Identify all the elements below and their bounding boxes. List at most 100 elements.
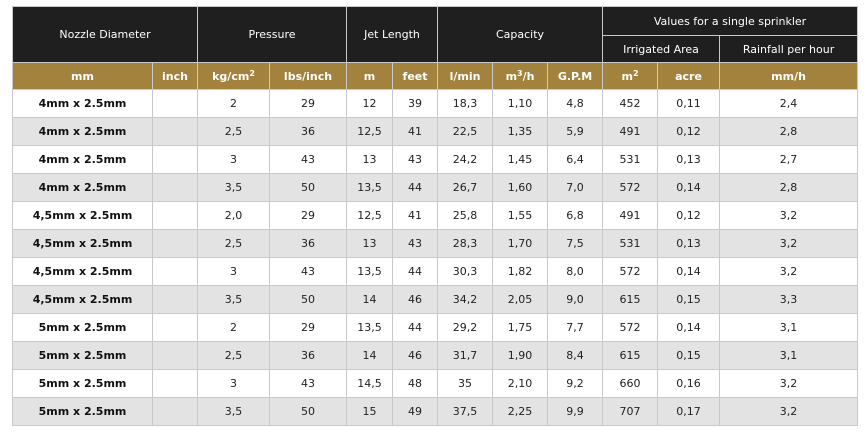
- jet-feet-cell: 39: [392, 89, 439, 118]
- rainfall-cell: 2,8: [719, 173, 859, 202]
- header-row-sub: Irrigated Area Rainfall per hour: [13, 35, 859, 63]
- capacity-m3h-cell: 1,45: [492, 145, 549, 174]
- unit-feet: feet: [392, 62, 439, 90]
- jet-m-cell: 13,5: [346, 313, 394, 342]
- capacity-m3h-cell: 1,82: [492, 257, 549, 286]
- unit-kg-base: kg/cm: [212, 69, 250, 83]
- capacity-lmin-cell: 35: [437, 369, 494, 398]
- rainfall-cell: 2,8: [719, 117, 859, 146]
- unit-mm-h: mm/h: [719, 62, 859, 90]
- area-m2-cell: 531: [602, 229, 659, 258]
- inch-cell: [152, 369, 198, 398]
- pressure-lbs-cell: 43: [268, 145, 348, 174]
- pressure-kg-cell: 3,5: [197, 173, 270, 202]
- capacity-lmin-cell: 34,2: [437, 285, 494, 314]
- capacity-lmin-cell: 24,2: [437, 145, 494, 174]
- area-m2-cell: 615: [602, 285, 659, 314]
- inch-cell: [152, 145, 198, 174]
- capacity-m3h-cell: 1,60: [492, 173, 549, 202]
- rainfall-cell: 3,2: [719, 397, 859, 426]
- pressure-lbs-cell: 29: [268, 201, 348, 230]
- capacity-gpm-cell: 8,4: [547, 341, 604, 370]
- jet-m-cell: 15: [346, 397, 394, 426]
- capacity-lmin-cell: 31,7: [437, 341, 494, 370]
- pressure-lbs-cell: 36: [268, 117, 348, 146]
- pressure-kg-cell: 2,0: [197, 201, 270, 230]
- header-row-top: Nozzle Diameter Pressure Jet Length Capa…: [12, 6, 859, 63]
- pressure-kg-cell: 3,5: [197, 285, 270, 314]
- inch-cell: [152, 257, 198, 286]
- pressure-kg-cell: 2,5: [197, 341, 270, 370]
- pressure-kg-cell: 2: [197, 89, 270, 118]
- table-row: 4mm x 2.5mm 2,5 36 12,5 41 22,5 1,35 5,9 491 0,12…: [12, 117, 859, 146]
- rainfall-cell: 3,1: [719, 341, 859, 370]
- rainfall-cell: 3,2: [719, 229, 859, 258]
- sprinkler-spec-table: Nozzle Diameter Pressure Jet Length Capa…: [12, 6, 859, 426]
- capacity-lmin-cell: 29,2: [437, 313, 494, 342]
- capacity-m3h-cell: 1,10: [492, 89, 549, 118]
- jet-m-cell: 13: [346, 145, 394, 174]
- table-row: 4,5mm x 2.5mm 3 43 13,5 44 30,3 1,82 8,0 572 0,14…: [12, 257, 859, 286]
- jet-feet-cell: 44: [392, 257, 439, 286]
- pressure-lbs-cell: 43: [268, 369, 348, 398]
- rainfall-cell: 3,2: [719, 369, 859, 398]
- capacity-gpm-cell: 7,7: [547, 313, 604, 342]
- inch-cell: [152, 117, 198, 146]
- rainfall-cell: 3,2: [719, 201, 859, 230]
- pressure-kg-cell: 3,5: [197, 397, 270, 426]
- nozzle-cell: 4,5mm x 2.5mm: [12, 257, 153, 286]
- unit-inch: inch: [152, 62, 198, 90]
- single-sprinkler-header: Values for a single sprinkler: [602, 6, 859, 36]
- capacity-gpm-cell: 9,2: [547, 369, 604, 398]
- nozzle-cell: 4mm x 2.5mm: [12, 89, 153, 118]
- area-acre-cell: 0,13: [657, 145, 721, 174]
- area-m2-cell: 452: [602, 89, 659, 118]
- nozzle-cell: 4,5mm x 2.5mm: [12, 201, 153, 230]
- pressure-kg-cell: 3: [197, 257, 270, 286]
- capacity-lmin-cell: 26,7: [437, 173, 494, 202]
- pressure-kg-cell: 2,5: [197, 117, 270, 146]
- table-row: 4,5mm x 2.5mm 3,5 50 14 46 34,2 2,05 9,0 615 0,15…: [12, 285, 859, 314]
- unit-m: m: [346, 62, 394, 90]
- capacity-m3h-cell: 1,35: [492, 117, 549, 146]
- pressure-lbs-cell: 50: [268, 173, 348, 202]
- pressure-lbs-cell: 43: [268, 257, 348, 286]
- unit-gpm: G.P.M: [547, 62, 604, 90]
- capacity-m3h-cell: 1,55: [492, 201, 549, 230]
- area-m2-cell: 572: [602, 257, 659, 286]
- capacity-gpm-cell: 9,0: [547, 285, 604, 314]
- pressure-lbs-cell: 29: [268, 313, 348, 342]
- capacity-lmin-cell: 28,3: [437, 229, 494, 258]
- capacity-m3h-cell: 2,25: [492, 397, 549, 426]
- area-acre-cell: 0,14: [657, 313, 721, 342]
- area-m2-cell: 707: [602, 397, 659, 426]
- inch-cell: [152, 397, 198, 426]
- capacity-lmin-cell: 25,8: [437, 201, 494, 230]
- jet-m-cell: 14,5: [346, 369, 394, 398]
- table-row: 4,5mm x 2.5mm 2,0 29 12,5 41 25,8 1,55 6,8 491 0,…: [12, 201, 859, 230]
- nozzle-cell: 4,5mm x 2.5mm: [12, 285, 153, 314]
- rainfall-cell: 3,2: [719, 257, 859, 286]
- table-row: 4mm x 2.5mm 2 29 12 39 18,3 1,10 4,8 452 0,11 2,4: [12, 89, 859, 118]
- capacity-m3h-cell: 2,10: [492, 369, 549, 398]
- jet-feet-cell: 49: [392, 397, 439, 426]
- capacity-m3h-cell: 1,90: [492, 341, 549, 370]
- nozzle-cell: 5mm x 2.5mm: [12, 313, 153, 342]
- unit-m2-exp: 2: [632, 68, 639, 78]
- unit-lbs-inch: lbs/inch: [268, 62, 348, 90]
- pressure-kg-cell: 3: [197, 369, 270, 398]
- jet-feet-cell: 44: [392, 313, 439, 342]
- inch-cell: [152, 229, 198, 258]
- jet-m-cell: 13,5: [346, 257, 394, 286]
- table-row: 5mm x 2.5mm 3 43 14,5 48 35 2,10 9,2 660 0,16 3,2: [12, 369, 859, 398]
- inch-cell: [152, 341, 198, 370]
- area-acre-cell: 0,14: [657, 173, 721, 202]
- table-row: 5mm x 2.5mm 2,5 36 14 46 31,7 1,90 8,4 615 0,15 3,…: [12, 341, 859, 370]
- capacity-gpm-cell: 7,5: [547, 229, 604, 258]
- jet-m-cell: 14: [346, 341, 394, 370]
- jet-feet-cell: 41: [392, 201, 439, 230]
- unit-m3-exp: 3: [517, 68, 523, 78]
- nozzle-cell: 5mm x 2.5mm: [12, 341, 153, 370]
- capacity-gpm-cell: 8,0: [547, 257, 604, 286]
- unit-acre: acre: [657, 62, 721, 90]
